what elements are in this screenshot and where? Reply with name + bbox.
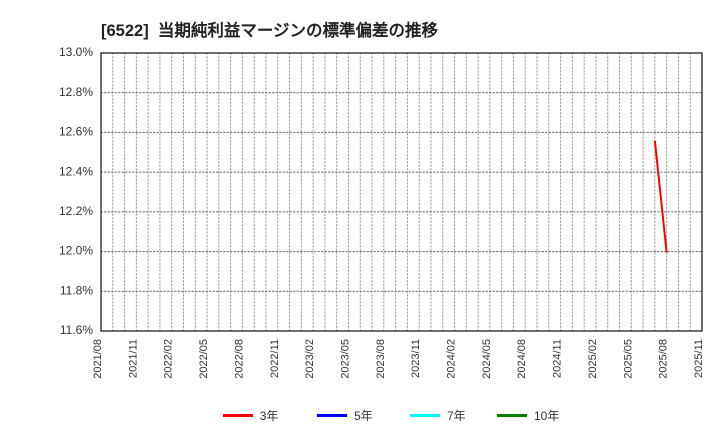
- svg-text:2024/11: 2024/11: [552, 339, 564, 378]
- svg-text:12.8%: 12.8%: [59, 85, 93, 99]
- svg-text:12.6%: 12.6%: [59, 125, 93, 139]
- svg-text:12.0%: 12.0%: [59, 244, 93, 258]
- svg-text:2022/11: 2022/11: [269, 339, 281, 378]
- svg-text:2024/02: 2024/02: [446, 339, 458, 379]
- svg-text:11.6%: 11.6%: [60, 323, 93, 337]
- svg-text:2025/05: 2025/05: [622, 339, 634, 379]
- svg-text:13.0%: 13.0%: [59, 45, 93, 59]
- svg-text:2021/11: 2021/11: [127, 339, 139, 378]
- svg-text:12.4%: 12.4%: [59, 164, 93, 178]
- svg-text:2024/05: 2024/05: [481, 339, 493, 379]
- svg-text:2023/11: 2023/11: [410, 339, 422, 378]
- svg-text:12.2%: 12.2%: [59, 204, 93, 218]
- svg-text:2023/02: 2023/02: [304, 339, 316, 379]
- svg-text:2023/08: 2023/08: [375, 339, 387, 379]
- svg-text:2023/05: 2023/05: [339, 339, 351, 379]
- svg-text:2021/08: 2021/08: [92, 339, 104, 379]
- svg-text:2025/11: 2025/11: [693, 339, 705, 378]
- svg-text:11.8%: 11.8%: [60, 283, 93, 297]
- svg-text:2024/08: 2024/08: [516, 339, 528, 379]
- svg-text:2025/02: 2025/02: [587, 339, 599, 379]
- svg-text:2022/05: 2022/05: [198, 339, 210, 379]
- svg-text:2022/02: 2022/02: [163, 339, 175, 379]
- svg-text:2022/08: 2022/08: [233, 339, 245, 379]
- svg-text:2025/08: 2025/08: [658, 339, 670, 379]
